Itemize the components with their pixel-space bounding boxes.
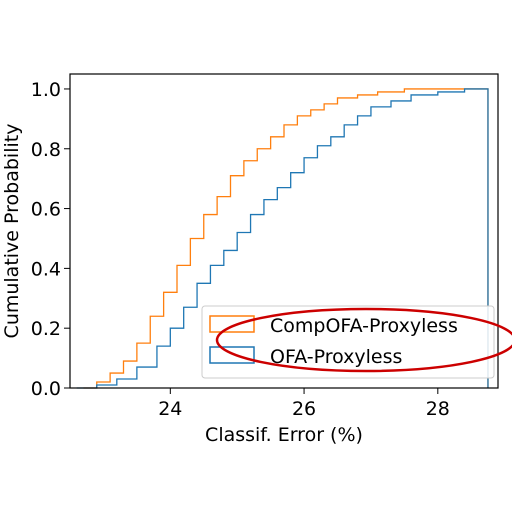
legend-label-compofa: CompOFA-Proxyless bbox=[270, 315, 458, 337]
y-tick-label: 0.8 bbox=[31, 139, 61, 161]
y-axis-label: Cumulative Probability bbox=[1, 124, 23, 339]
legend-box bbox=[201, 305, 495, 379]
x-tick-label: 26 bbox=[292, 398, 316, 420]
legend-swatch-ofa bbox=[209, 346, 255, 364]
legend-label-ofa: OFA-Proxyless bbox=[270, 346, 402, 368]
red-circle-annotation bbox=[215, 307, 512, 373]
y-tick-label: 1.0 bbox=[31, 79, 61, 101]
y-tick-label: 0.0 bbox=[31, 378, 61, 400]
axes-frame bbox=[69, 73, 499, 389]
y-tick-label: 0.4 bbox=[31, 258, 61, 280]
y-tick-label: 0.6 bbox=[31, 199, 61, 221]
x-axis-label: Classif. Error (%) bbox=[205, 424, 363, 446]
x-tick-label: 24 bbox=[158, 398, 182, 420]
legend-swatch-compofa bbox=[209, 315, 255, 333]
x-axis: 24 26 28 bbox=[158, 388, 450, 420]
plot-area bbox=[76, 88, 489, 389]
series-line-ofa-proxyless bbox=[76, 88, 489, 389]
legend: CompOFA-Proxyless OFA-Proxyless bbox=[201, 305, 495, 379]
y-axis: 0.0 0.2 0.4 0.6 0.8 1.0 bbox=[31, 79, 70, 400]
x-tick-label: 28 bbox=[426, 398, 450, 420]
series-line-compofa-proxyless bbox=[83, 88, 489, 389]
y-tick-label: 0.2 bbox=[31, 318, 61, 340]
